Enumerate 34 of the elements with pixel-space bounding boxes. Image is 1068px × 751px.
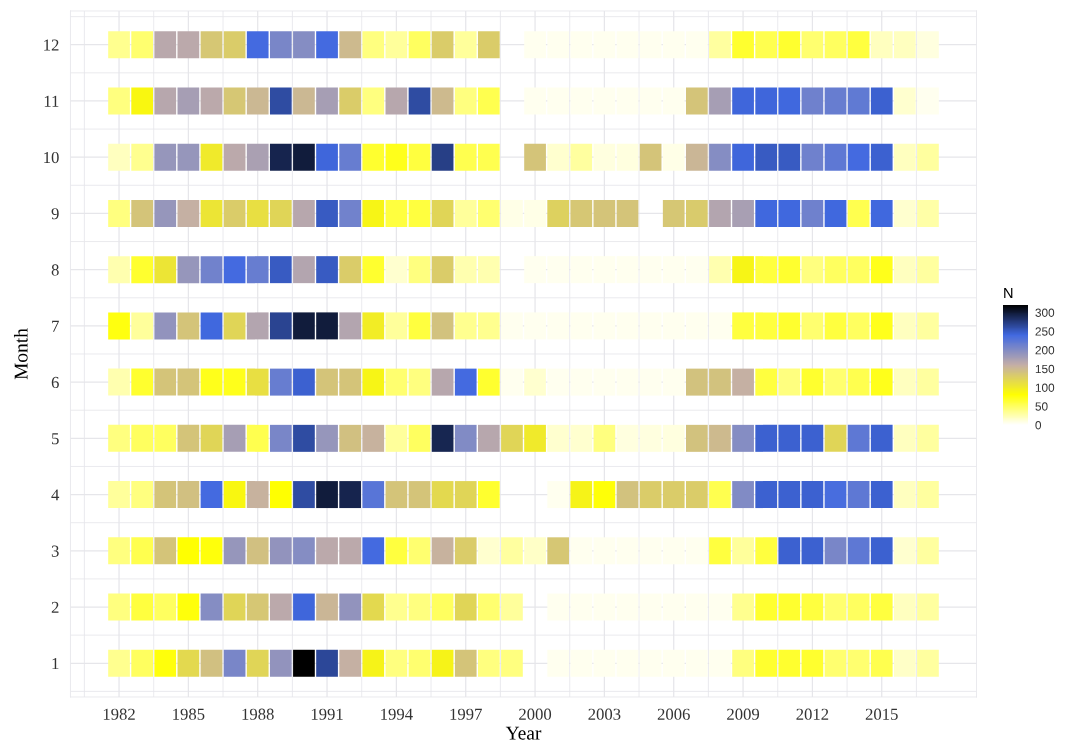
y-tick-label: 6: [51, 376, 59, 389]
color-bar-label: 0: [1035, 421, 1042, 430]
color-bar-label: 100: [1035, 383, 1055, 392]
y-tick-label: 7: [52, 320, 59, 332]
color-bar-label: 50: [1035, 402, 1048, 411]
x-tick-label: 2006: [657, 708, 690, 720]
x-tick-label: 2015: [865, 708, 898, 720]
x-tick-label: 1997: [450, 708, 482, 720]
y-tick-label: 5: [52, 433, 59, 445]
y-tick-label: 8: [51, 264, 59, 276]
color-bar-title: N: [1004, 288, 1013, 299]
x-tick-label: 2000: [519, 708, 552, 720]
x-tick-label: 1988: [242, 708, 274, 720]
y-tick-label: 9: [51, 208, 59, 220]
x-tick-label: 1985: [173, 708, 205, 720]
y-axis-title: Month: [13, 328, 28, 380]
x-tick-label: 1982: [103, 708, 135, 720]
y-tick-label: 10: [44, 151, 59, 164]
x-tick-label: 2012: [796, 708, 829, 720]
y-tick-label: 3: [51, 545, 59, 557]
x-tick-label: 2003: [588, 708, 621, 720]
y-tick-label: 4: [51, 489, 60, 501]
x-axis-title: Year: [505, 726, 542, 740]
x-tick-label: 1991: [311, 708, 343, 720]
x-tick-label: 2009: [727, 708, 760, 720]
y-tick-label: 11: [44, 95, 59, 107]
color-bar-label: 150: [1035, 364, 1055, 374]
y-tick-label: 12: [44, 39, 59, 51]
color-bar-label: 300: [1035, 308, 1055, 317]
color-bar-label: 200: [1035, 346, 1055, 355]
y-tick-label: 2: [51, 601, 59, 613]
x-tick-label: 1994: [381, 708, 413, 720]
color-bar-label: 250: [1035, 327, 1055, 336]
y-tick-label: 1: [52, 658, 59, 670]
